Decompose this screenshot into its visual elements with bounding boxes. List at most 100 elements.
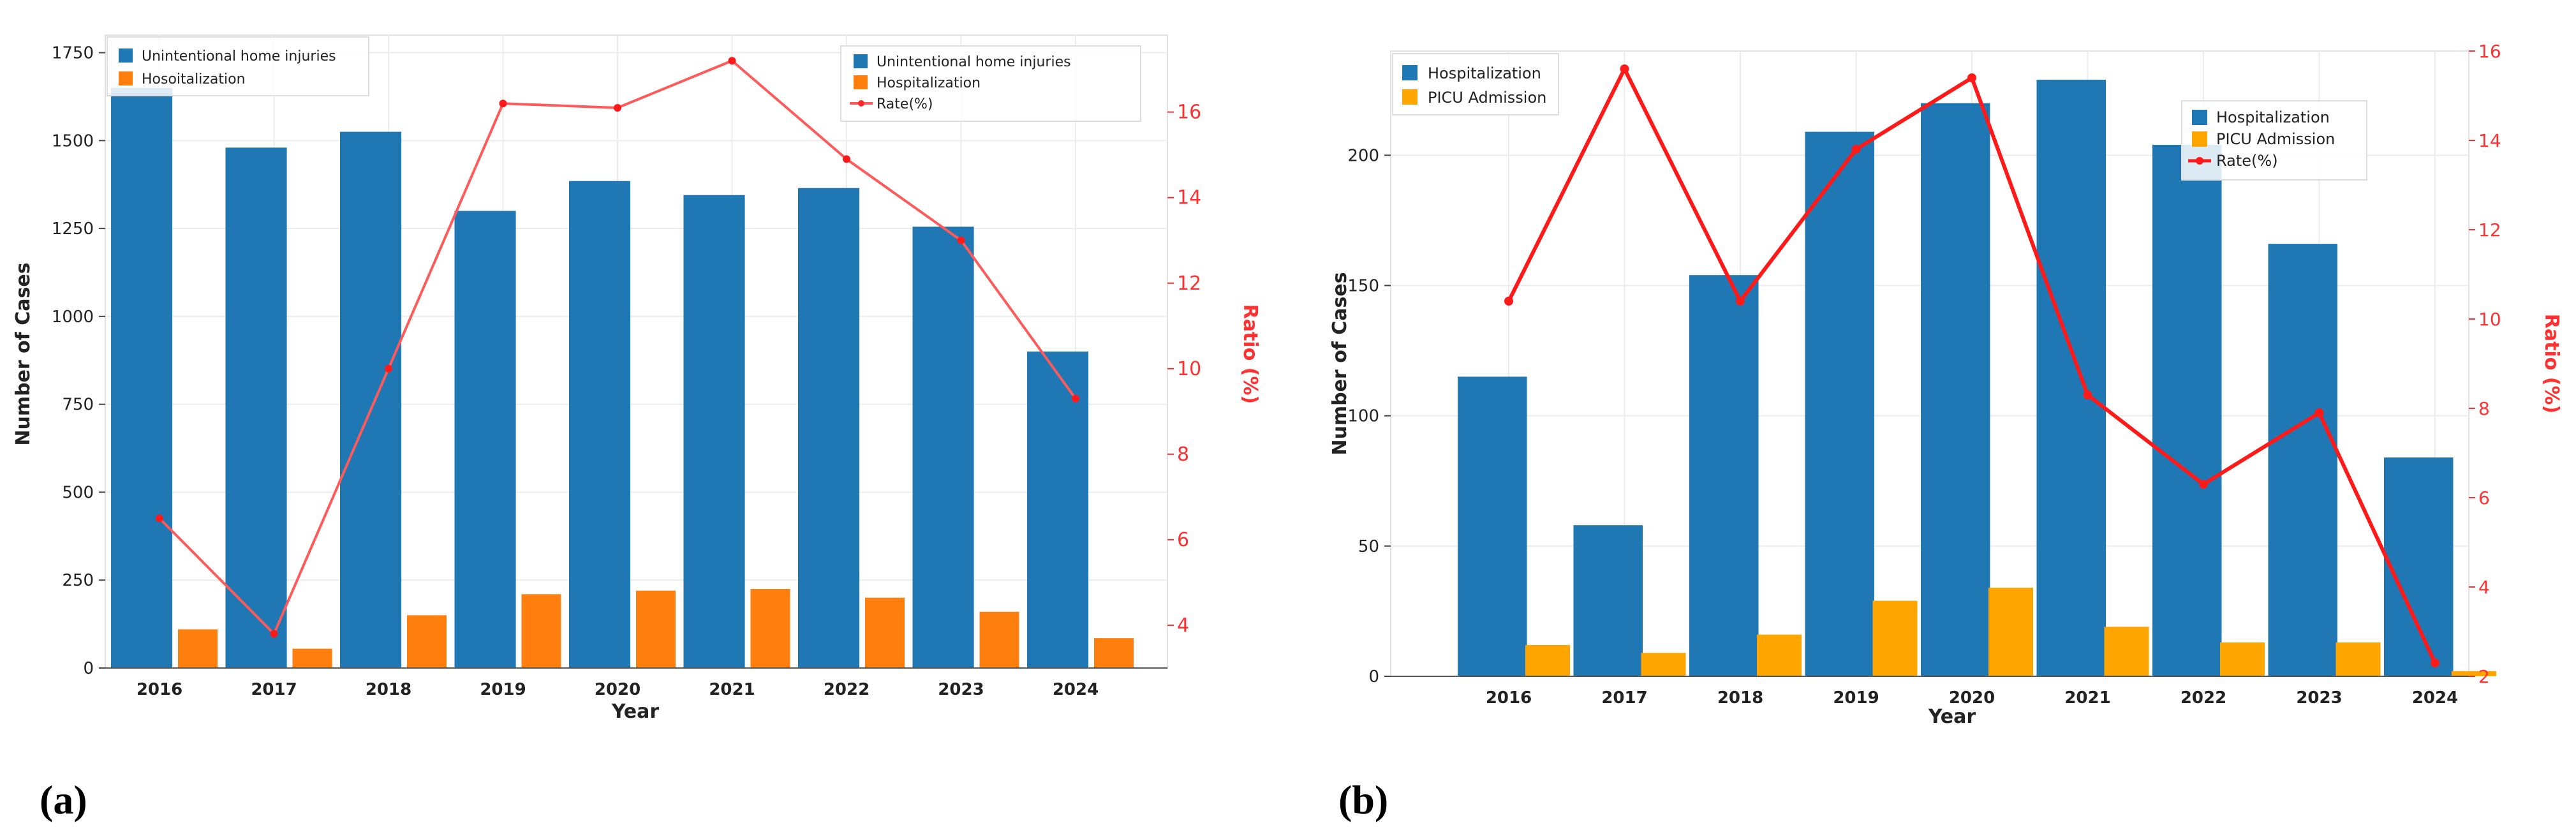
bar-picu-2020	[1988, 588, 2033, 676]
x-tick-label: 2020	[595, 680, 640, 699]
bar-hospitalization-2017	[292, 648, 332, 668]
x-tick-label: 2018	[1717, 688, 1763, 708]
y-tick-label: 1750	[52, 44, 94, 63]
bar-hospitalization-2019	[521, 594, 561, 668]
axes: 0 250 500 750 1000 1250 1500 1750 4 6 8 10 12 14 16 201…	[52, 44, 1201, 699]
bar-hospitalization-2022	[2152, 145, 2222, 676]
legend-label: Hospitalization	[2216, 108, 2330, 126]
y-tick-label: 200	[1347, 146, 1379, 165]
y2-tick-label: 14	[1177, 187, 1201, 209]
bar-hospitalization-2020	[636, 590, 676, 668]
bar-injuries-2020	[569, 181, 631, 668]
rate-point-2024	[1072, 394, 1079, 403]
bar-hospitalization-2023	[2268, 244, 2337, 677]
y-tick-label: 100	[1347, 407, 1379, 426]
x-tick-label: 2022	[824, 680, 870, 699]
x-tick-label: 2016	[1486, 688, 1532, 708]
bar-hospitalization-2017	[1573, 525, 1643, 676]
bar-picu-2016	[1525, 645, 1570, 676]
bar-picu-2022	[2220, 642, 2265, 676]
rate-point-2022	[843, 155, 850, 163]
bar-injuries-2023	[912, 226, 974, 668]
legend-label: Rate(%)	[2216, 152, 2278, 170]
bar-hospitalization-2022	[865, 597, 905, 668]
y2-tick-label: 4	[2478, 577, 2490, 598]
y2-tick-label: 2	[2478, 666, 2490, 687]
bar-series	[1458, 79, 2496, 677]
y2-tick-label: 12	[2478, 219, 2501, 241]
bar-picu-2021	[2104, 627, 2149, 676]
rate-point-2017	[1620, 64, 1629, 73]
rate-point-2017	[270, 630, 278, 638]
bar-hospitalization-2018	[1689, 275, 1759, 677]
bar-series	[111, 87, 1134, 669]
rate-point-2018	[1736, 297, 1745, 306]
legend-label: Rate(%)	[877, 96, 933, 112]
bar-injuries-2021	[683, 195, 745, 668]
rate-point-2016	[1504, 297, 1513, 306]
legend-inner: Hospitalization PICU Admission	[1392, 53, 1559, 115]
legend-label: Unintentional home injuries	[877, 54, 1071, 70]
panel-label-b: (b)	[1338, 777, 1388, 822]
bar-injuries-2024	[1027, 352, 1089, 668]
legend-swatch-orange	[119, 71, 133, 85]
bar-injuries-2016	[111, 87, 173, 668]
legend-label: Unintentional home injuries	[142, 48, 336, 64]
y-axis-title: Number of Cases	[12, 262, 34, 445]
y2-tick-label: 16	[1177, 101, 1201, 124]
y-axis-title: Number of Cases	[1329, 272, 1351, 455]
rate-point-2021	[728, 57, 736, 65]
bar-hospitalization-2019	[1805, 131, 1874, 677]
bar-hospitalization-2016	[1458, 376, 1527, 676]
bar-hospitalization-2023	[979, 611, 1019, 668]
rate-point-2023	[957, 236, 965, 244]
y-tick-label: 0	[83, 659, 94, 678]
bar-injuries-2022	[798, 188, 860, 668]
y2-tick-label: 4	[1177, 614, 1189, 637]
y2-tick-label: 6	[1177, 529, 1189, 551]
x-axis-title: Year	[1928, 706, 1976, 728]
x-tick-label: 2016	[137, 680, 182, 699]
y2-tick-label: 6	[2478, 487, 2490, 509]
bar-picu-2019	[1872, 600, 1918, 676]
x-tick-label: 2021	[709, 680, 755, 699]
bar-hospitalization-2020	[1921, 103, 1990, 676]
y2-tick-label: 16	[2478, 41, 2501, 62]
legend-label: Hospitalization	[1428, 64, 1541, 82]
legend-outer: Unintentional home injuries Hospitalizat…	[840, 45, 1141, 122]
x-tick-label: 2017	[1601, 688, 1647, 708]
bar-injuries-2017	[225, 147, 287, 668]
x-tick-label: 2018	[366, 680, 411, 699]
bar-injuries-2019	[454, 211, 516, 668]
bar-hospitalization-2024	[2384, 457, 2454, 676]
rate-point-2021	[2083, 390, 2092, 399]
bar-picu-2018	[1757, 634, 1802, 676]
y2-axis-title: Ratio (%)	[2540, 314, 2563, 414]
legend-label: PICU Admission	[2216, 130, 2335, 148]
y2-tick-label: 8	[1177, 443, 1189, 466]
x-tick-label: 2024	[2412, 688, 2458, 708]
chart-panel-b: 0 50 100 150 200 2 4 6 8 10 12 14 16 2016 2017 2018 2019…	[1329, 41, 2563, 822]
x-tick-label: 2017	[251, 680, 297, 699]
y2-tick-label: 10	[1177, 358, 1201, 380]
bar-picu-2017	[1641, 653, 1686, 676]
x-tick-label: 2023	[938, 680, 984, 699]
legend-inner: Unintentional home injuries Hosoitalizat…	[107, 36, 369, 96]
y2-tick-label: 12	[1177, 272, 1201, 295]
axes: 0 50 100 150 200 2 4 6 8 10 12 14 16 2016 2017 2018 2019…	[1347, 41, 2501, 708]
rate-point-2019	[1851, 145, 1861, 154]
bar-hospitalization-2021	[2036, 79, 2106, 676]
bar-hospitalization-2018	[407, 615, 447, 668]
y-tick-label: 1000	[52, 308, 94, 327]
y-tick-label: 500	[62, 483, 94, 502]
bar-hospitalization-2021	[750, 589, 790, 668]
y2-tick-label: 14	[2478, 130, 2501, 151]
rate-line-series	[156, 57, 1079, 638]
x-tick-label: 2024	[1053, 680, 1099, 699]
y-tick-label: 0	[1368, 667, 1379, 687]
x-axis-title: Year	[611, 701, 660, 723]
rate-line-series	[1504, 64, 2439, 667]
legend-label: PICU Admission	[1428, 89, 1546, 107]
y-tick-label: 250	[62, 571, 94, 590]
